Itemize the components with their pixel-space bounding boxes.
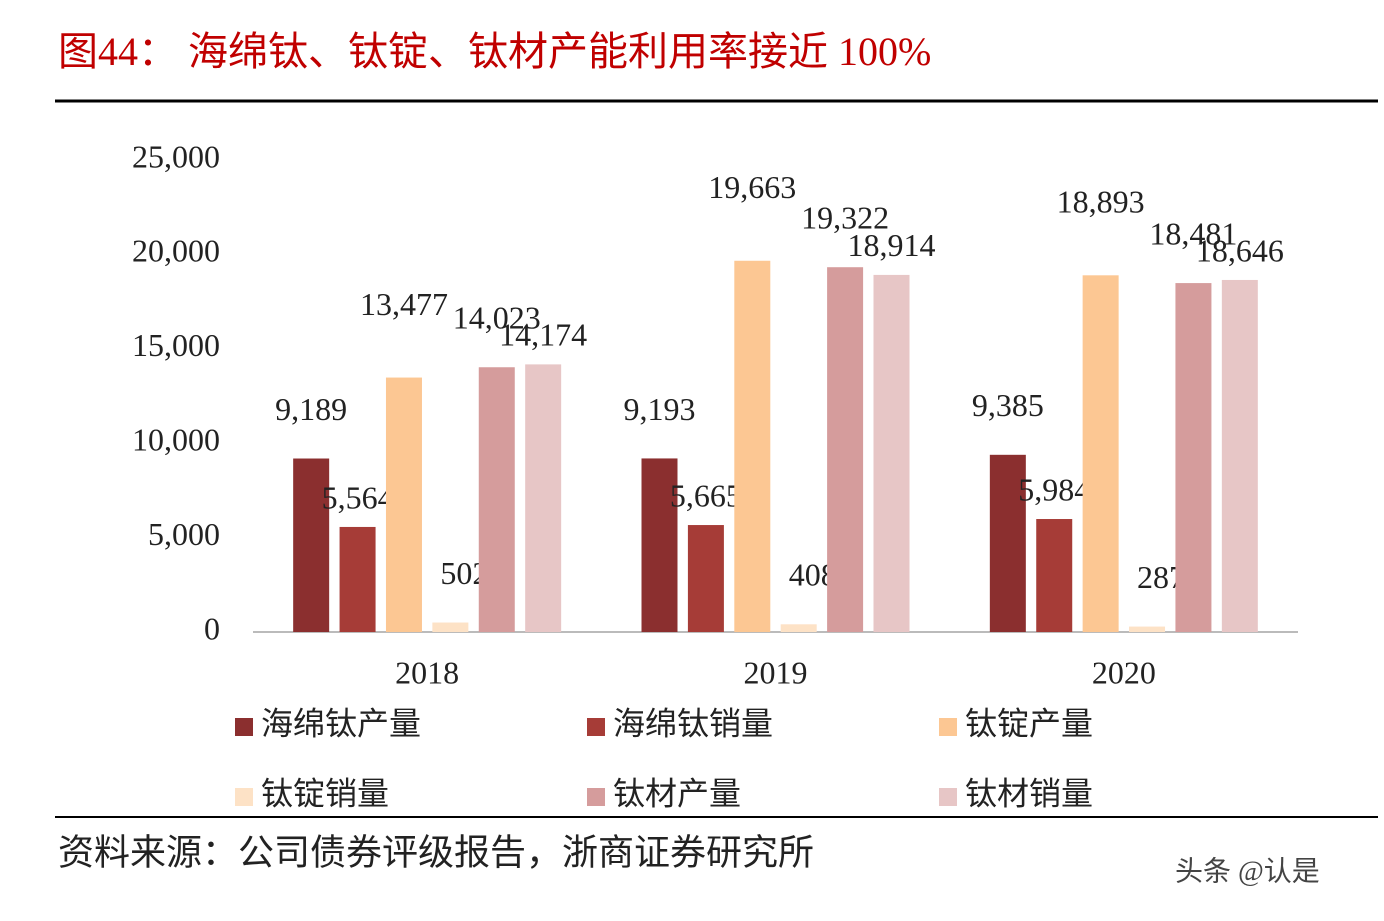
legend-label: 钛锭销量: [261, 775, 389, 811]
data-label: 5,984: [1018, 471, 1090, 507]
data-label: 19,663: [708, 169, 796, 205]
legend-swatch: [235, 788, 253, 806]
y-tick-label: 25,000: [132, 138, 220, 174]
legend-swatch: [587, 718, 605, 736]
bar: [687, 525, 724, 632]
legend-swatch: [235, 718, 253, 736]
data-label: 18,893: [1057, 184, 1145, 220]
source-note: 资料来源：公司债券评级报告，浙商证券研究所: [58, 832, 814, 872]
data-label: 18,914: [848, 227, 936, 263]
data-label: 5,665: [670, 477, 742, 513]
data-label: 9,385: [972, 387, 1044, 423]
bar: [1129, 626, 1166, 632]
bar: [1082, 275, 1119, 632]
chart-title: 图44： 海绵钛、钛锭、钛材产能利用率接近 100%: [58, 29, 931, 74]
bar: [989, 454, 1026, 632]
y-tick-label: 15,000: [132, 327, 220, 363]
x-tick-label: 2020: [1092, 654, 1156, 690]
data-label: 19,322: [801, 200, 889, 236]
y-tick-label: 10,000: [132, 422, 220, 458]
legend-swatch: [939, 718, 957, 736]
legend-label: 海绵钛销量: [613, 705, 773, 741]
data-label: 9,189: [275, 391, 347, 427]
legend-label: 钛材产量: [613, 775, 741, 811]
legend-label: 海绵钛产量: [261, 705, 421, 741]
bar: [385, 377, 422, 632]
x-tick-label: 2019: [744, 654, 808, 690]
y-tick-label: 0: [204, 610, 220, 646]
bar: [478, 367, 515, 632]
legend-swatch: [939, 788, 957, 806]
bar: [1221, 279, 1258, 632]
bar: [525, 364, 562, 632]
bar: [780, 624, 817, 632]
watermark: 头条 @认是: [1175, 855, 1320, 887]
bar: [873, 274, 910, 632]
bar: [734, 260, 771, 632]
data-label: 5,564: [322, 479, 394, 515]
bar: [827, 267, 864, 632]
y-tick-label: 20,000: [132, 233, 220, 269]
y-tick-label: 5,000: [148, 516, 220, 552]
data-label: 14,023: [453, 300, 541, 336]
bar: [1175, 283, 1212, 632]
legend-label: 钛材销量: [965, 775, 1093, 811]
bar: [641, 458, 678, 632]
legend-label: 钛锭产量: [965, 705, 1093, 741]
data-label: 18,481: [1149, 215, 1237, 251]
bar: [293, 458, 330, 632]
x-tick-label: 2018: [395, 654, 459, 690]
bar: [339, 526, 376, 632]
bar: [432, 622, 469, 632]
bar: [1036, 519, 1073, 632]
legend-swatch: [587, 788, 605, 806]
data-label: 13,477: [360, 286, 448, 322]
data-label: 9,193: [624, 391, 696, 427]
data-label: 14,174: [499, 317, 587, 353]
data-label: 18,646: [1196, 232, 1284, 268]
